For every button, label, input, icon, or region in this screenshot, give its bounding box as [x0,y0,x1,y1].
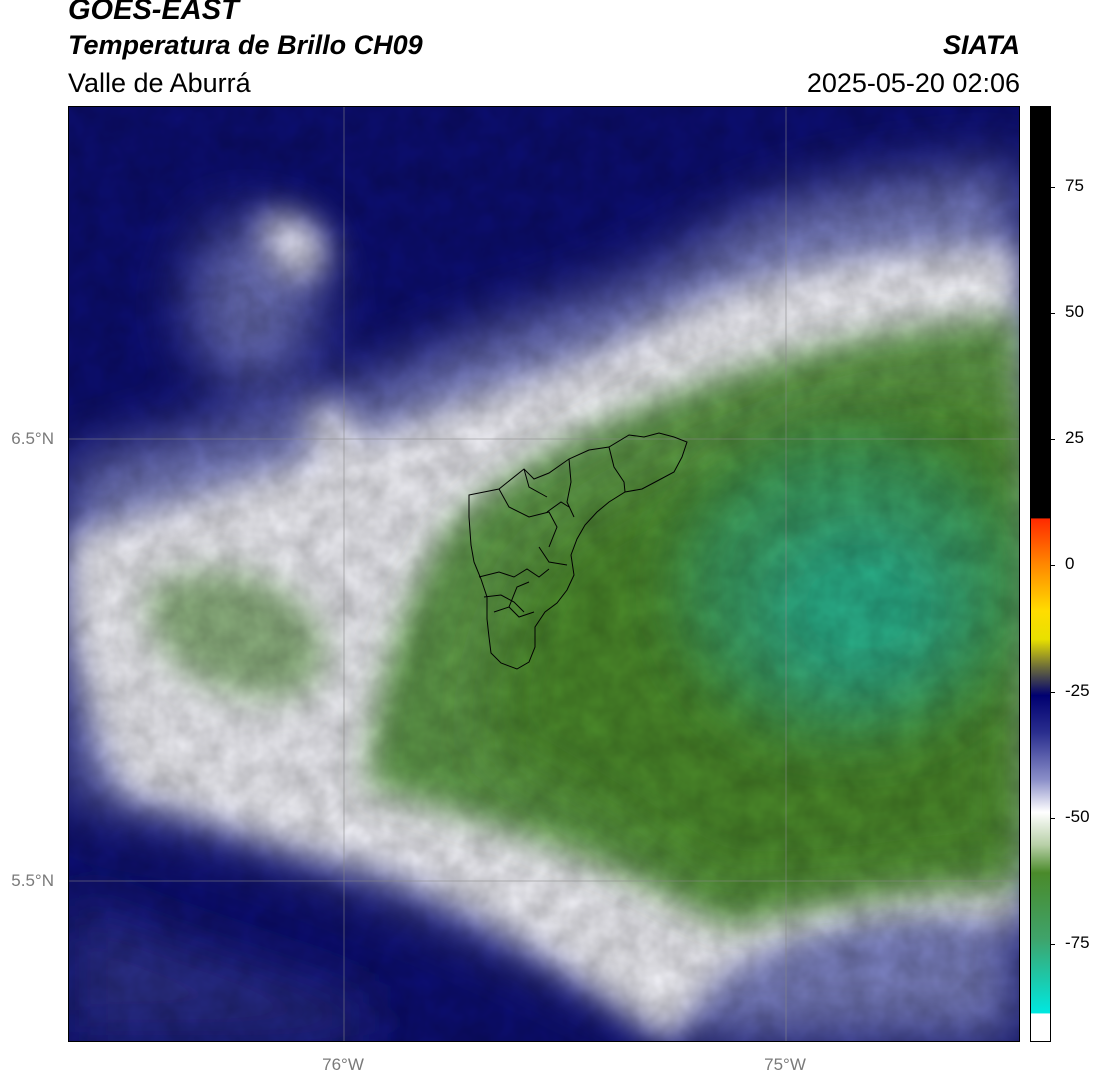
lat-label-5-5n: 5.5°N [11,871,54,890]
colorbar-tick-label: 50 [1065,301,1084,321]
product-title: Temperatura de Brillo CH09 [68,30,423,60]
colorbar-tick-mark [1050,817,1055,819]
colorbar-tick-label: 25 [1065,428,1084,448]
brightness-temperature-map [68,106,1020,1042]
map-canvas [69,107,1019,1041]
colorbar-tick-label: -25 [1065,680,1090,700]
region-subtitle: Valle de Aburrá [68,68,251,98]
colorbar-tick-mark [1050,691,1055,693]
colorbar-tick-mark [1050,565,1055,567]
temperature-colorbar [1030,106,1051,1042]
lat-label-6-5n: 6.5°N [11,429,54,448]
colorbar-tick-mark [1050,186,1055,188]
colorbar-tick-label: 75 [1065,175,1084,195]
lon-label-75w: 75°W [764,1055,806,1074]
colorbar-tick-mark [1050,944,1055,946]
colorbar-gradient [1031,107,1050,1041]
lon-label-76w: 76°W [322,1055,364,1074]
colorbar-tick-label: -50 [1065,806,1090,826]
municipal-boundaries [468,432,688,670]
satellite-title: GOES-EAST [68,0,239,26]
organization-label: SIATA [943,30,1020,60]
colorbar-tick-label: -75 [1065,933,1090,953]
datetime-label: 2025-05-20 02:06 [806,68,1020,98]
colorbar-tick-label: 0 [1065,554,1075,574]
colorbar-tick-mark [1050,312,1055,314]
gridlines [69,107,1019,1041]
colorbar-tick-mark [1050,439,1055,441]
texture-layer [69,107,1019,1041]
